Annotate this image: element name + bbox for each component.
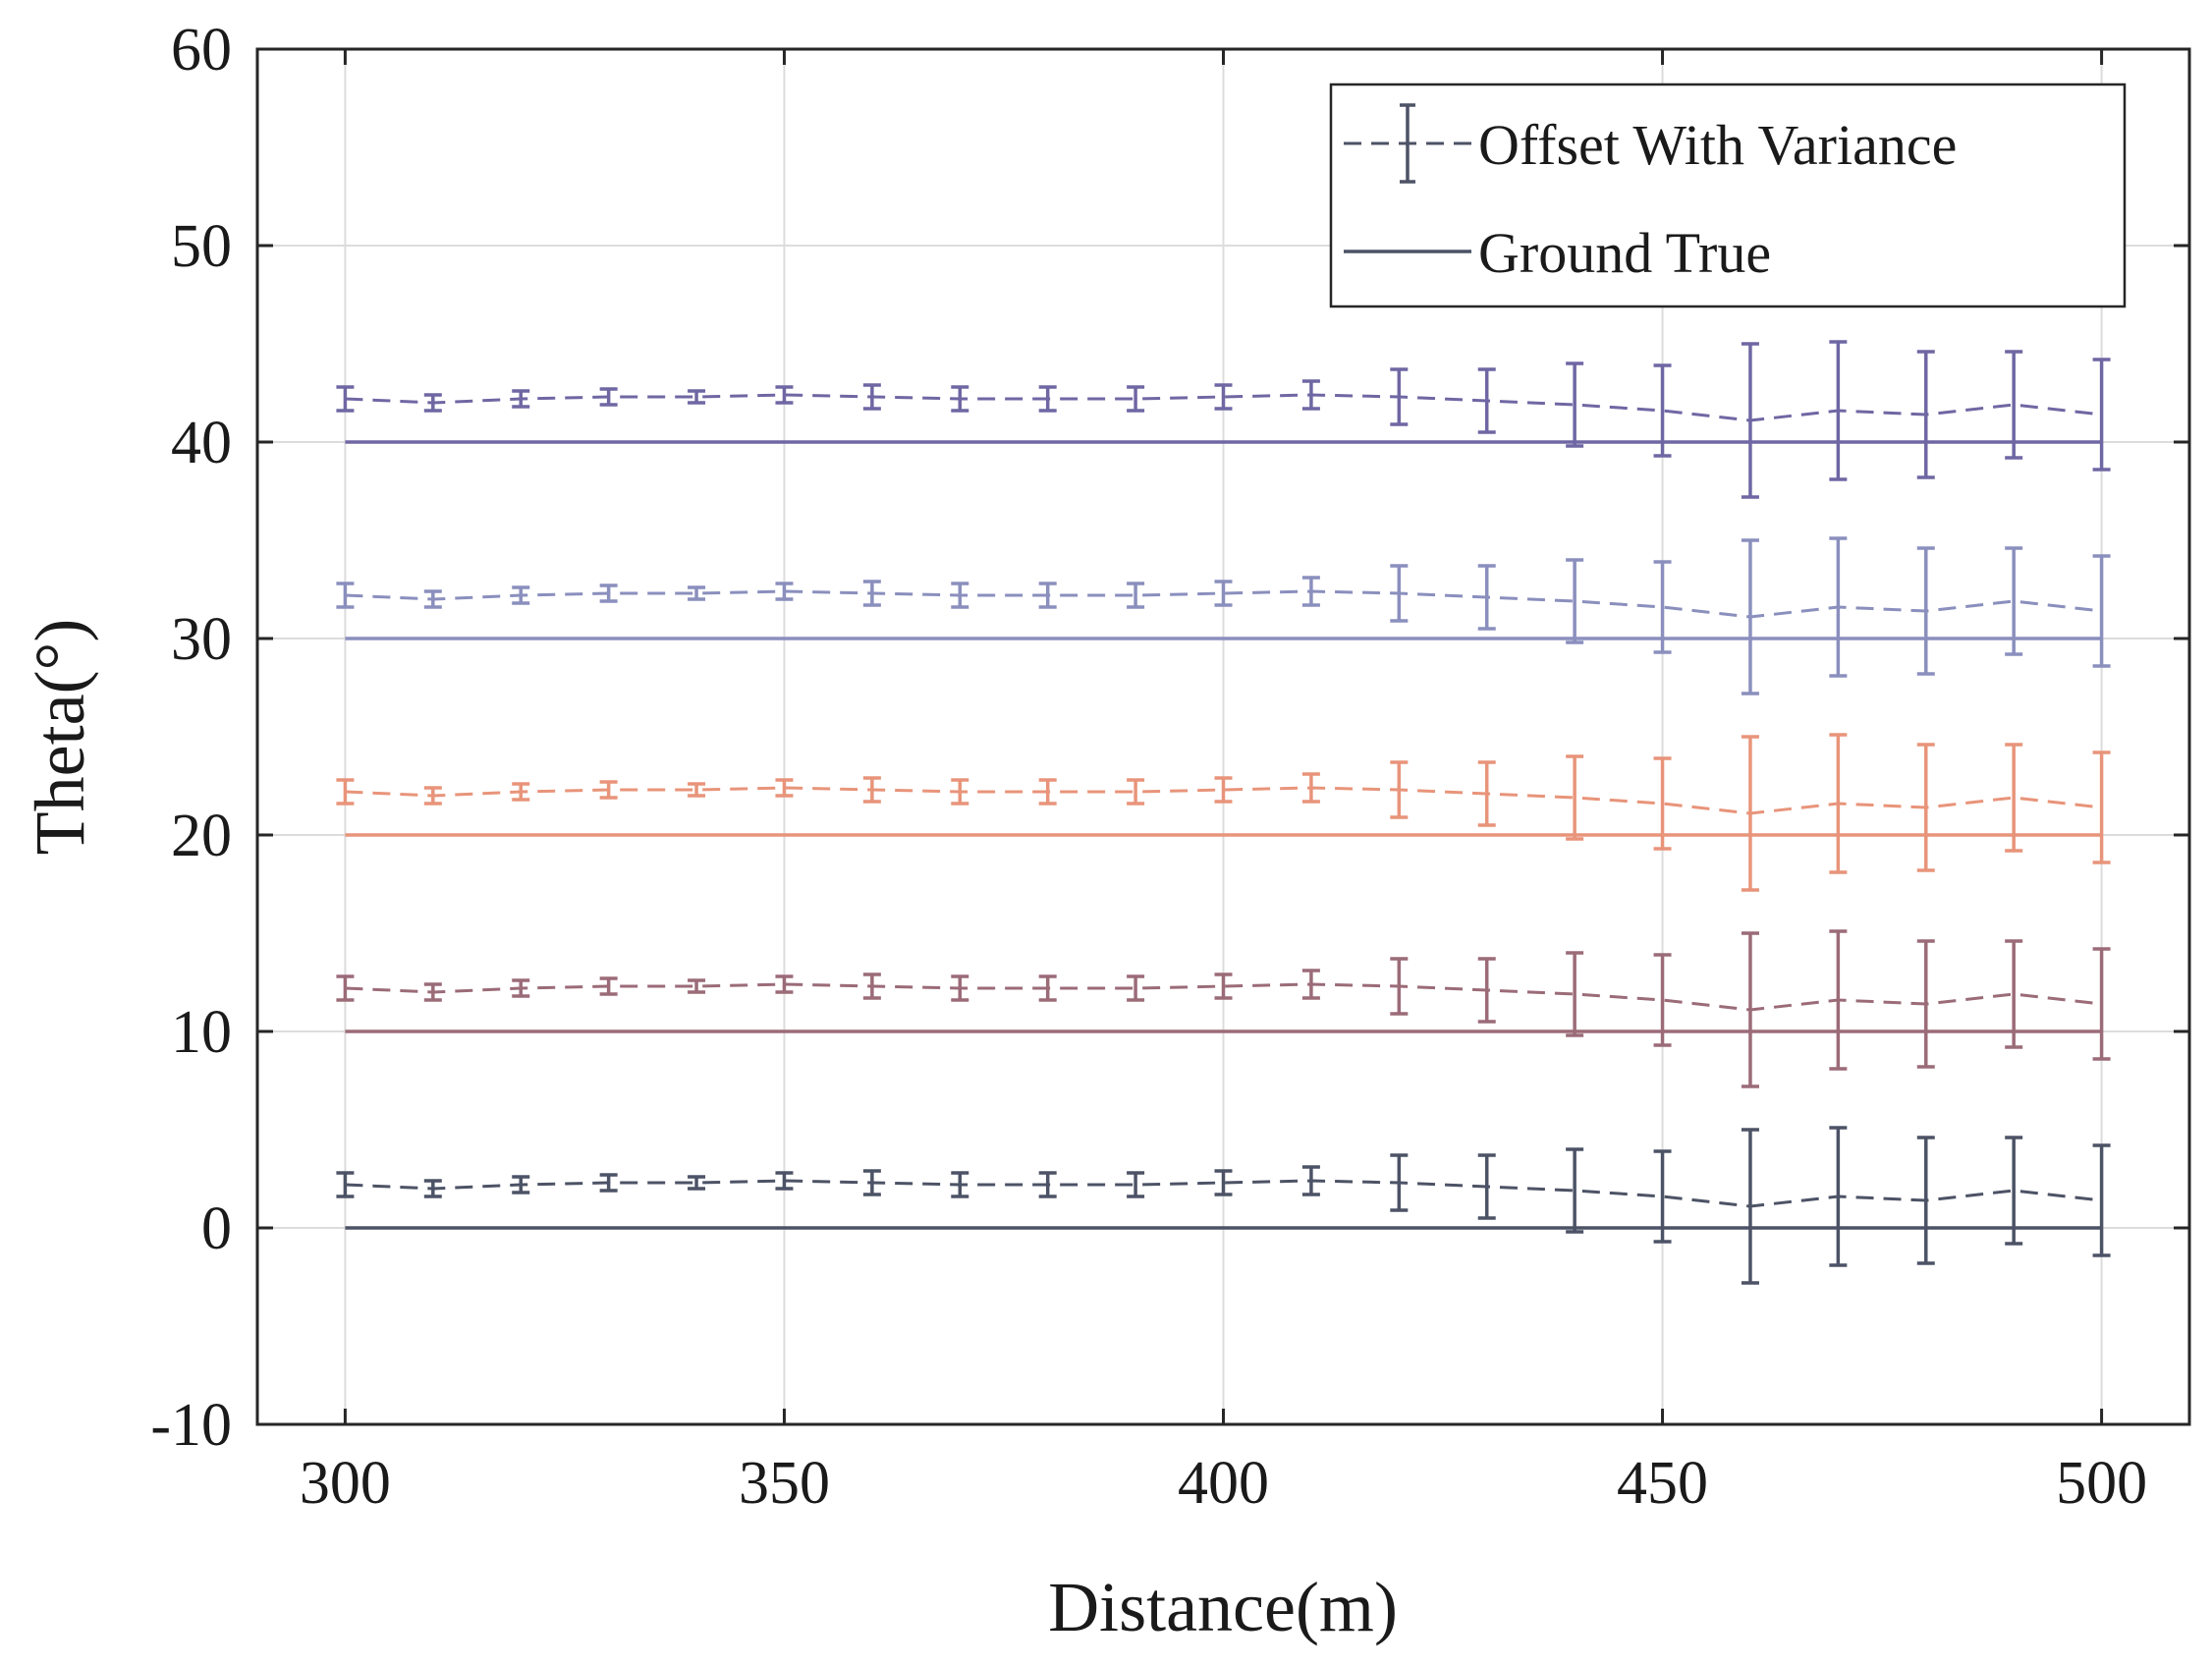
data-series: [336, 340, 2111, 1285]
x-tick-label: 400: [1178, 1450, 1269, 1517]
series-10: [336, 929, 2111, 1088]
series-20: [336, 733, 2111, 892]
y-tick-label: 50: [171, 213, 232, 280]
offset-line: [345, 589, 2102, 619]
legend-label-offset: Offset With Variance: [1478, 113, 1957, 177]
legend-label-ground-true: Ground True: [1478, 221, 1771, 285]
y-tick-label: 30: [171, 606, 232, 673]
legend: Offset With Variance Ground True: [1329, 83, 2127, 308]
x-tick-label: 300: [300, 1450, 391, 1517]
legend-box: [1329, 83, 2127, 308]
x-tick-label: 450: [1617, 1450, 1708, 1517]
y-tick-label: 0: [201, 1195, 232, 1262]
series-40: [336, 340, 2111, 499]
y-axis-title: Theta(°): [21, 619, 99, 856]
x-axis-title: Distance(m): [1048, 1568, 1398, 1646]
offset-line: [345, 393, 2102, 422]
x-tick-label: 500: [2056, 1450, 2147, 1517]
y-tick-label: 40: [171, 410, 232, 476]
offset-line: [345, 982, 2102, 1012]
series-0: [336, 1126, 2111, 1285]
axis-ticks: 300 350 400 450 500 -10 0 10 20 30 40 50 60: [150, 17, 2189, 1517]
series-30: [336, 536, 2111, 695]
y-tick-label: 20: [171, 803, 232, 869]
y-tick-label: 60: [171, 17, 232, 83]
x-tick-label: 350: [739, 1450, 830, 1517]
offset-line: [345, 1179, 2102, 1208]
offset-line: [345, 786, 2102, 815]
y-tick-label: 10: [171, 999, 232, 1066]
y-tick-label: -10: [150, 1392, 232, 1459]
